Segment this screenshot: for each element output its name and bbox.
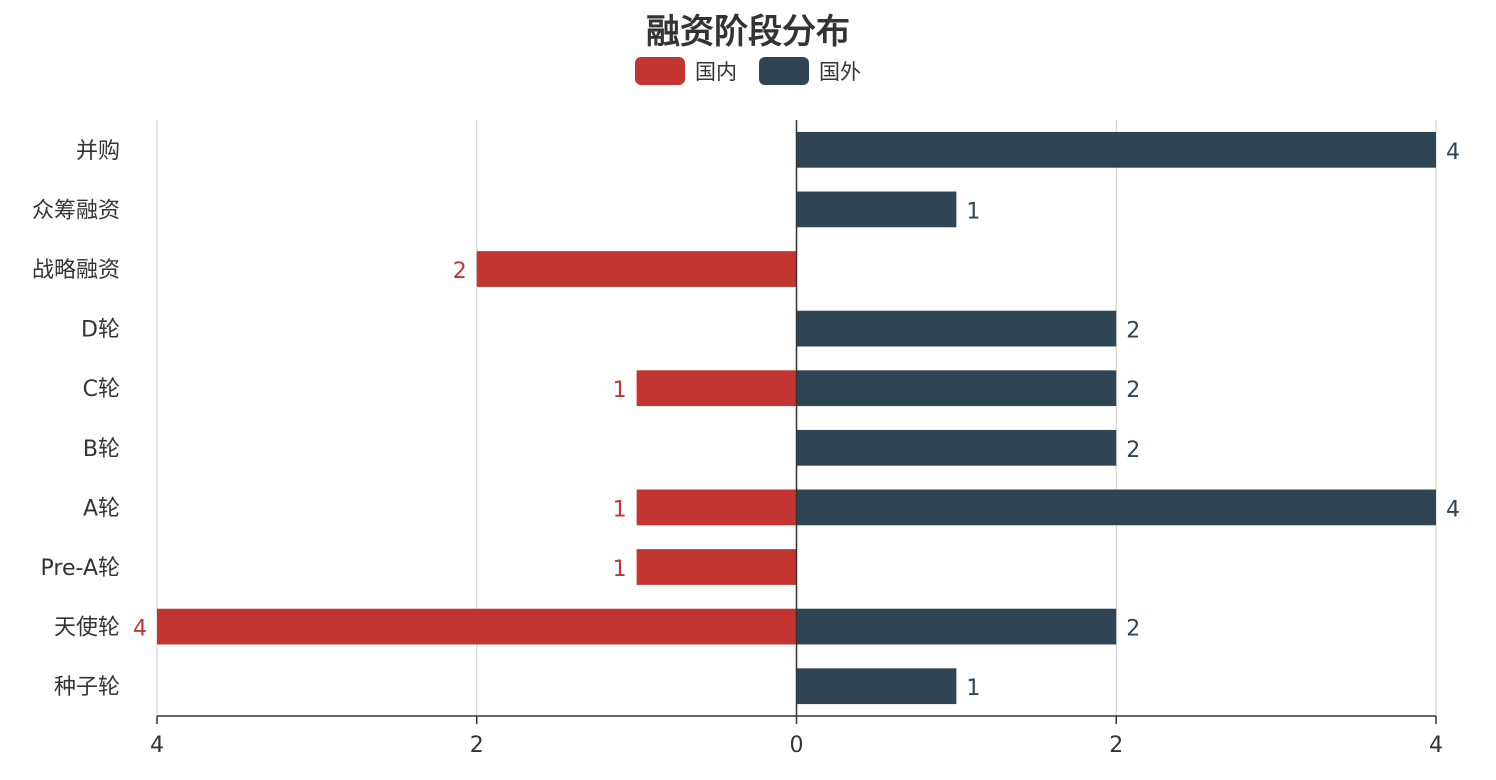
y-tick-label: D轮 bbox=[81, 318, 120, 343]
y-tick-label: 天使轮 bbox=[54, 616, 120, 641]
data-label-domestic: 1 bbox=[613, 378, 627, 403]
y-tick-label: 众筹融资 bbox=[32, 198, 120, 223]
y-tick-label: A轮 bbox=[83, 496, 120, 521]
legend-label-foreign: 国外 bbox=[819, 60, 861, 84]
legend: 国内 国外 bbox=[0, 56, 1496, 86]
legend-label-domestic: 国内 bbox=[695, 60, 737, 84]
data-label-domestic: 1 bbox=[613, 557, 627, 582]
y-tick-label: B轮 bbox=[83, 437, 120, 462]
legend-item-foreign[interactable]: 国外 bbox=[759, 56, 861, 86]
legend-swatch-domestic bbox=[635, 57, 685, 85]
legend-item-domestic[interactable]: 国内 bbox=[635, 56, 737, 86]
bar-foreign bbox=[796, 429, 1117, 466]
bar-domestic bbox=[636, 549, 797, 585]
bar-domestic bbox=[636, 370, 797, 407]
data-label-domestic: 2 bbox=[453, 259, 467, 284]
bar-domestic bbox=[636, 489, 797, 526]
y-tick-label: Pre-A轮 bbox=[41, 556, 120, 581]
data-label-foreign: 4 bbox=[1446, 140, 1460, 165]
y-tick-label: 种子轮 bbox=[54, 675, 120, 700]
x-tick-label: 4 bbox=[1429, 733, 1443, 758]
y-tick-label: 战略融资 bbox=[32, 258, 120, 283]
data-label-foreign: 2 bbox=[1126, 378, 1140, 403]
data-label-foreign: 2 bbox=[1126, 319, 1140, 344]
data-label-foreign: 1 bbox=[966, 199, 980, 224]
data-label-foreign: 4 bbox=[1446, 497, 1460, 522]
x-tick-label: 0 bbox=[790, 733, 804, 758]
bar-domestic bbox=[476, 251, 797, 287]
data-label-foreign: 2 bbox=[1126, 617, 1140, 642]
bar-domestic bbox=[157, 608, 797, 645]
bar-foreign bbox=[796, 370, 1117, 407]
y-tick-label: 并购 bbox=[76, 139, 120, 164]
x-tick-label: 4 bbox=[150, 733, 164, 758]
bar-foreign bbox=[796, 191, 957, 228]
y-tick-label: C轮 bbox=[83, 377, 120, 402]
data-label-foreign: 1 bbox=[966, 676, 980, 701]
chart-title: 融资阶段分布 bbox=[646, 12, 850, 52]
bar-foreign bbox=[796, 668, 957, 705]
x-tick-label: 2 bbox=[1109, 733, 1123, 758]
bar-foreign bbox=[796, 489, 1436, 526]
data-label-foreign: 2 bbox=[1126, 438, 1140, 463]
bar-foreign bbox=[796, 131, 1436, 168]
x-tick-label: 2 bbox=[470, 733, 484, 758]
legend-swatch-foreign bbox=[759, 57, 809, 85]
data-label-domestic: 1 bbox=[613, 497, 627, 522]
bar-foreign bbox=[796, 310, 1117, 347]
bar-foreign bbox=[796, 608, 1117, 645]
data-label-domestic: 4 bbox=[133, 617, 147, 642]
